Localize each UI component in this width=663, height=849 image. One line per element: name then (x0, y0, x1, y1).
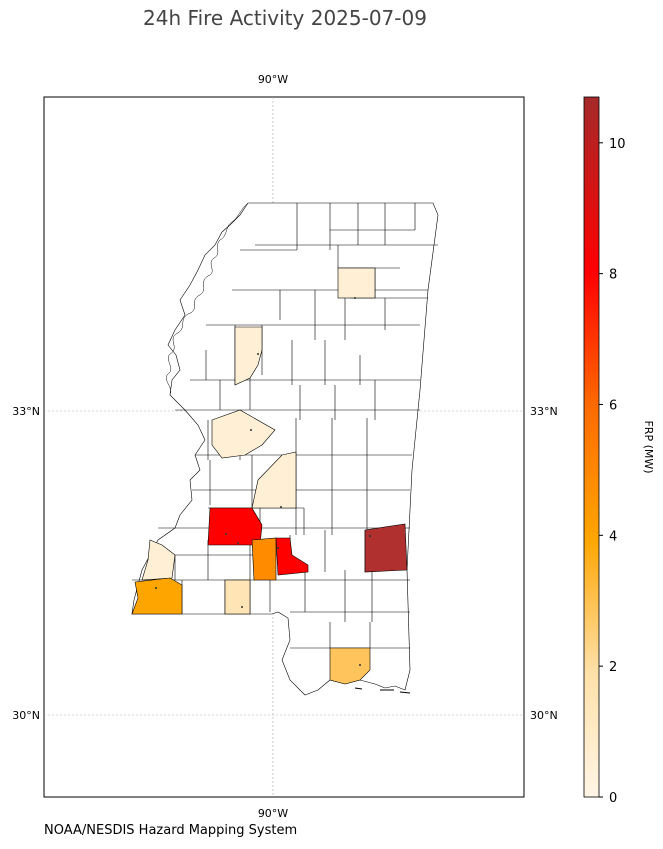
barrier-islands (354, 687, 411, 694)
colorbar-tick-label: 2 (609, 660, 617, 675)
lat-tick-right-30: 30°N (530, 709, 558, 722)
fire-point (225, 533, 227, 535)
county-fire-orange (251, 537, 277, 581)
fire-point (241, 606, 243, 608)
colorbar-tick-label: 0 (609, 791, 617, 806)
colorbar-label: FRP (MW) (642, 420, 655, 473)
fire-point (250, 429, 252, 431)
fire-point (257, 353, 259, 355)
fire-counties (131, 267, 408, 685)
county-fire-north-east (337, 267, 376, 299)
page-title: 24h Fire Activity 2025-07-09 (143, 6, 427, 30)
colorbar-ticks: 0 2 4 6 8 10 (599, 137, 626, 806)
colorbar-tick-label: 4 (609, 529, 617, 544)
lat-tick-left-33: 33°N (12, 405, 40, 418)
state-outline (131, 202, 439, 696)
fire-point (277, 547, 279, 549)
county-fire-brown-east (364, 523, 408, 573)
state-mississippi (131, 202, 439, 696)
colorbar (583, 96, 600, 798)
lat-tick-right-33: 33°N (530, 405, 558, 418)
colorbar-tick-label: 6 (609, 398, 617, 413)
colorbar-tick-label: 10 (609, 137, 626, 152)
source-note: NOAA/NESDIS Hazard Mapping System (44, 823, 298, 838)
county-fire-sw-orange (131, 577, 183, 615)
fire-point (155, 587, 157, 589)
fire-point (369, 535, 371, 537)
county-fire-red-central (207, 507, 263, 546)
county-fire-central (251, 451, 297, 509)
county-fire-coast (329, 647, 371, 685)
county-fire-red-south (275, 537, 309, 576)
colorbar-tick-label: 8 (609, 268, 617, 283)
county-fire-delta-1 (234, 326, 263, 386)
county-fire-delta-2 (211, 409, 276, 459)
county-fire-south-light (224, 579, 251, 615)
fire-point (359, 664, 361, 666)
fire-point (280, 506, 282, 508)
lat-tick-left-30: 30°N (12, 709, 40, 722)
lon-tick-top: 90°W (258, 73, 288, 86)
fire-point (237, 542, 239, 544)
lon-tick-bottom: 90°W (258, 807, 288, 820)
fire-point (354, 297, 356, 299)
fire-points (155, 297, 371, 666)
county-fire-sw-light (141, 539, 176, 581)
